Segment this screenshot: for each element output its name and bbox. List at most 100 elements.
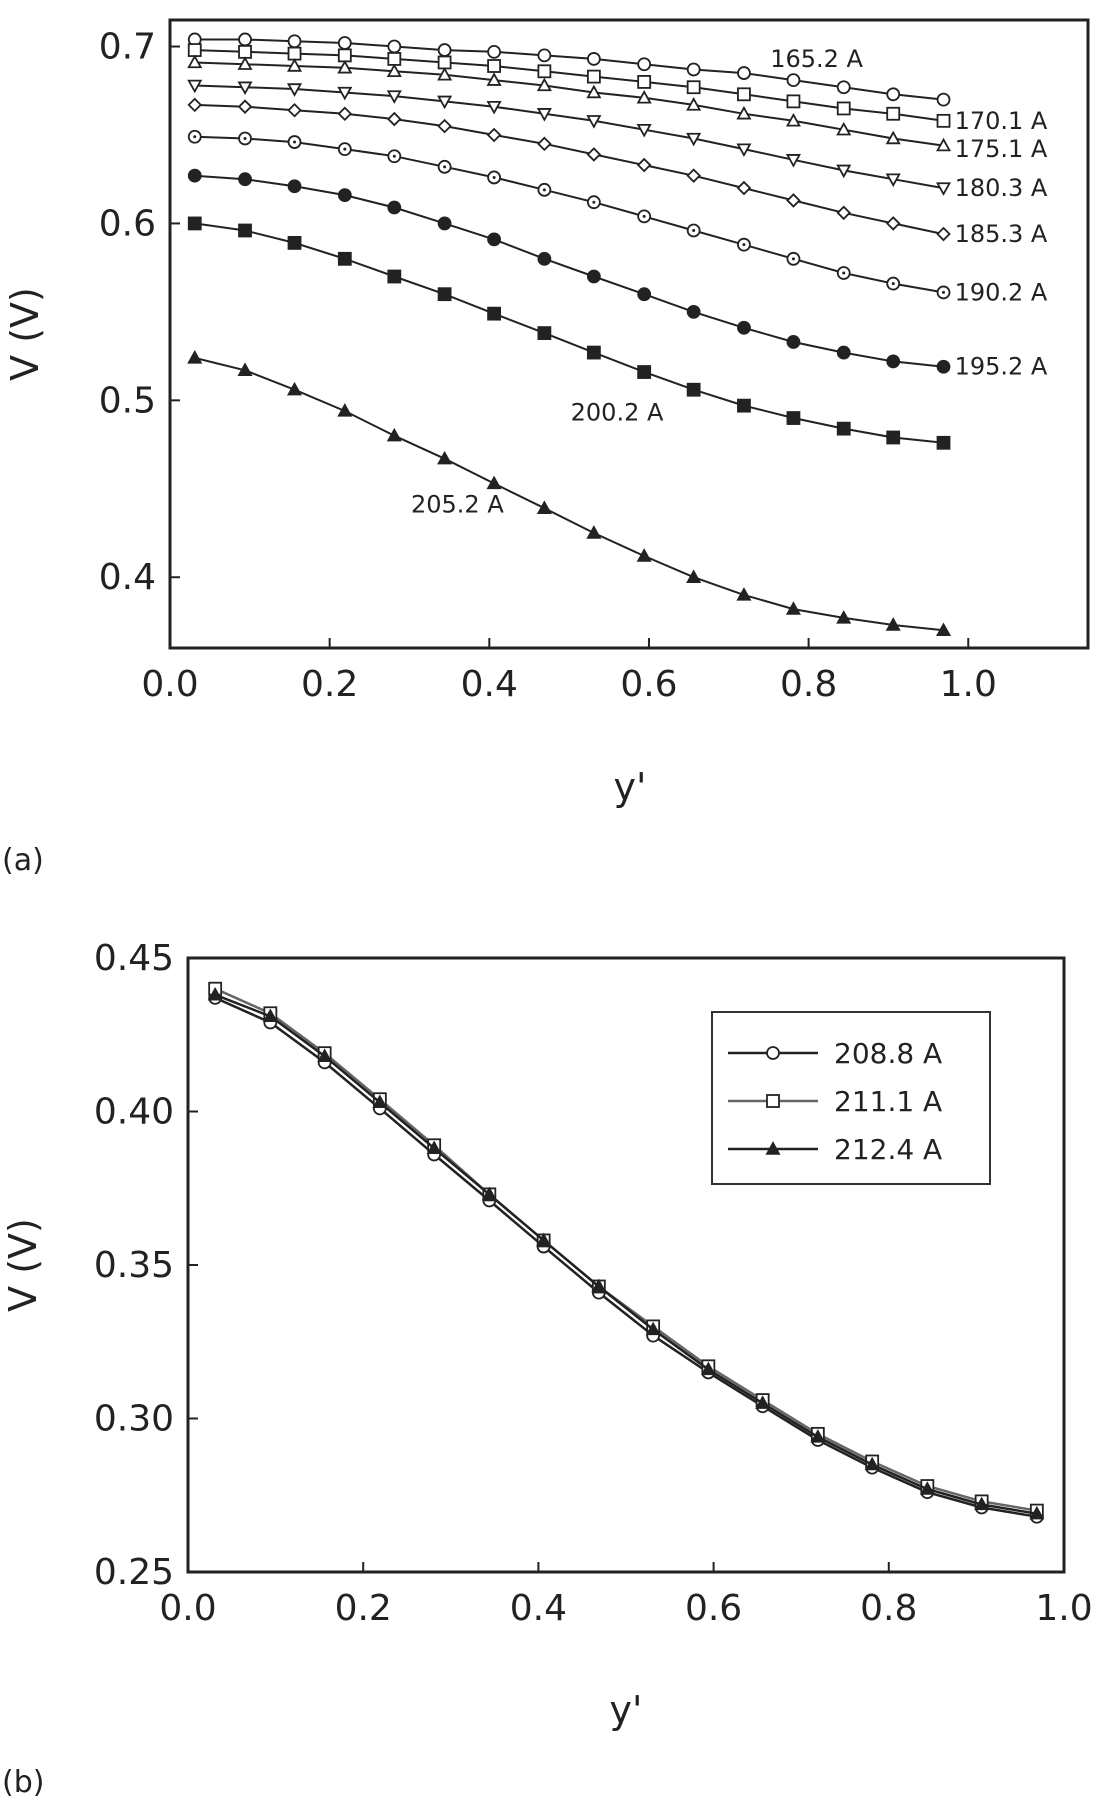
data-point-170-1-a	[287, 46, 302, 61]
data-point-165-2-a	[836, 80, 851, 95]
series-label-185-3-a: 185.3 A	[955, 220, 1048, 248]
data-point-212-4-a	[536, 1232, 552, 1247]
legend-label-208-8-a: 208.8 A	[834, 1037, 942, 1070]
y-tick-labels-b: 0.25 0.30 0.35 0.40 0.45	[94, 938, 198, 1593]
series-212-4-a	[207, 986, 1045, 1520]
data-point-185-3-a	[686, 168, 701, 183]
data-point-212-4-a	[262, 1008, 278, 1023]
data-point-190-2-a-center	[791, 257, 795, 261]
data-point-212-4-a	[426, 1140, 442, 1155]
y-tick-label: 0.25	[94, 1552, 174, 1593]
data-point-185-3-a	[387, 111, 402, 127]
data-point-195-2-a	[337, 188, 352, 203]
data-point-190-2-a-center	[692, 229, 696, 233]
data-point-175-1-a	[935, 137, 952, 152]
data-point-170-1-a	[537, 64, 552, 79]
series-line-170-1-a	[194, 49, 944, 122]
data-point-175-1-a	[286, 58, 303, 72]
data-point-180-3-a	[386, 90, 402, 104]
x-tick-label: 0.0	[141, 664, 198, 705]
data-point-200-2-a	[586, 345, 601, 360]
data-point-165-2-a	[238, 32, 252, 47]
panel-label-b: (b)	[2, 1765, 44, 1800]
data-point-190-2-a-center	[642, 214, 646, 218]
data-point-180-3-a	[836, 164, 852, 179]
series-line-190-2-a	[194, 135, 944, 294]
y-tick-label: 0.4	[99, 557, 156, 598]
data-point-180-3-a	[237, 81, 253, 96]
data-point-190-2-a-center	[243, 137, 247, 141]
data-point-205-2-a	[686, 569, 702, 583]
data-point-212-4-a	[700, 1361, 716, 1376]
x-tick-label: 0.8	[780, 664, 837, 705]
data-point-165-2-a	[387, 39, 402, 54]
y-tick-labels-a: 0.4 0.5 0.6 0.7	[99, 27, 180, 598]
data-point-200-2-a	[287, 235, 302, 250]
data-point-200-2-a	[737, 398, 751, 413]
data-point-212-4-a	[645, 1321, 661, 1336]
series-195-2-a	[187, 168, 951, 374]
data-point-195-2-a	[487, 232, 501, 247]
data-point-200-2-a	[786, 411, 801, 425]
data-point-195-2-a	[886, 354, 901, 369]
y-tick-label: 0.40	[94, 1092, 174, 1133]
data-point-165-2-a	[737, 66, 751, 80]
data-point-180-3-a	[686, 132, 702, 147]
data-point-212-4-a	[372, 1094, 388, 1108]
data-point-190-2-a-center	[293, 140, 297, 144]
y-tick-label: 0.6	[99, 203, 156, 244]
data-point-185-3-a	[885, 216, 901, 231]
series-line-165-2-a	[194, 38, 944, 101]
data-point-170-1-a	[337, 48, 352, 63]
data-point-170-1-a	[686, 80, 701, 95]
data-point-165-2-a	[586, 52, 601, 66]
series-line-185-3-a	[194, 103, 944, 236]
data-point-205-2-a	[536, 500, 552, 514]
x-tick-label: 1.0	[940, 664, 997, 705]
panel-label-a: (a)	[2, 843, 44, 878]
data-point-195-2-a	[737, 320, 751, 335]
data-point-205-2-a	[836, 610, 852, 624]
data-point-175-1-a	[337, 59, 353, 74]
data-point-165-2-a	[437, 43, 452, 57]
data-point-205-2-a	[337, 403, 353, 417]
data-point-165-2-a	[786, 73, 801, 88]
legend-marker-208-8-a	[766, 1046, 780, 1060]
series-line-205-2-a	[194, 356, 944, 632]
data-point-185-3-a	[486, 127, 502, 143]
data-point-180-3-a	[636, 123, 652, 138]
data-point-205-2-a	[187, 350, 203, 364]
data-point-165-2-a	[487, 44, 501, 59]
data-point-185-3-a	[437, 118, 452, 134]
data-point-200-2-a	[936, 435, 951, 450]
data-point-175-1-a	[885, 130, 901, 145]
data-point-170-1-a	[786, 94, 801, 109]
x-tick-label: 0.4	[510, 1588, 567, 1629]
data-point-205-2-a	[785, 601, 801, 615]
legend-label-212-4-a: 212.4 A	[834, 1133, 942, 1166]
data-point-200-2-a	[337, 251, 352, 266]
data-point-170-1-a	[387, 52, 402, 66]
data-point-200-2-a	[238, 223, 252, 238]
data-point-165-2-a	[936, 92, 951, 107]
data-point-205-2-a	[237, 362, 253, 376]
data-point-190-2-a-center	[392, 154, 396, 158]
data-point-170-1-a	[238, 44, 252, 59]
series-label-170-1-a: 170.1 A	[955, 107, 1048, 135]
data-point-170-1-a	[936, 113, 951, 128]
data-point-195-2-a	[537, 251, 552, 266]
data-point-195-2-a	[187, 168, 202, 183]
data-point-170-1-a	[637, 75, 652, 89]
data-point-205-2-a	[386, 427, 402, 442]
data-point-205-2-a	[885, 617, 901, 631]
series-line-212-4-a	[214, 993, 1038, 1515]
data-point-200-2-a	[487, 306, 501, 321]
x-tick-label: 1.0	[1035, 1588, 1092, 1629]
x-axis-label-b: y'	[610, 1688, 643, 1732]
data-point-180-3-a	[536, 108, 552, 122]
data-point-185-3-a	[287, 102, 302, 118]
data-point-212-4-a	[317, 1048, 333, 1062]
series-205-2-a	[187, 350, 952, 637]
series-line-208-8-a	[214, 996, 1038, 1518]
